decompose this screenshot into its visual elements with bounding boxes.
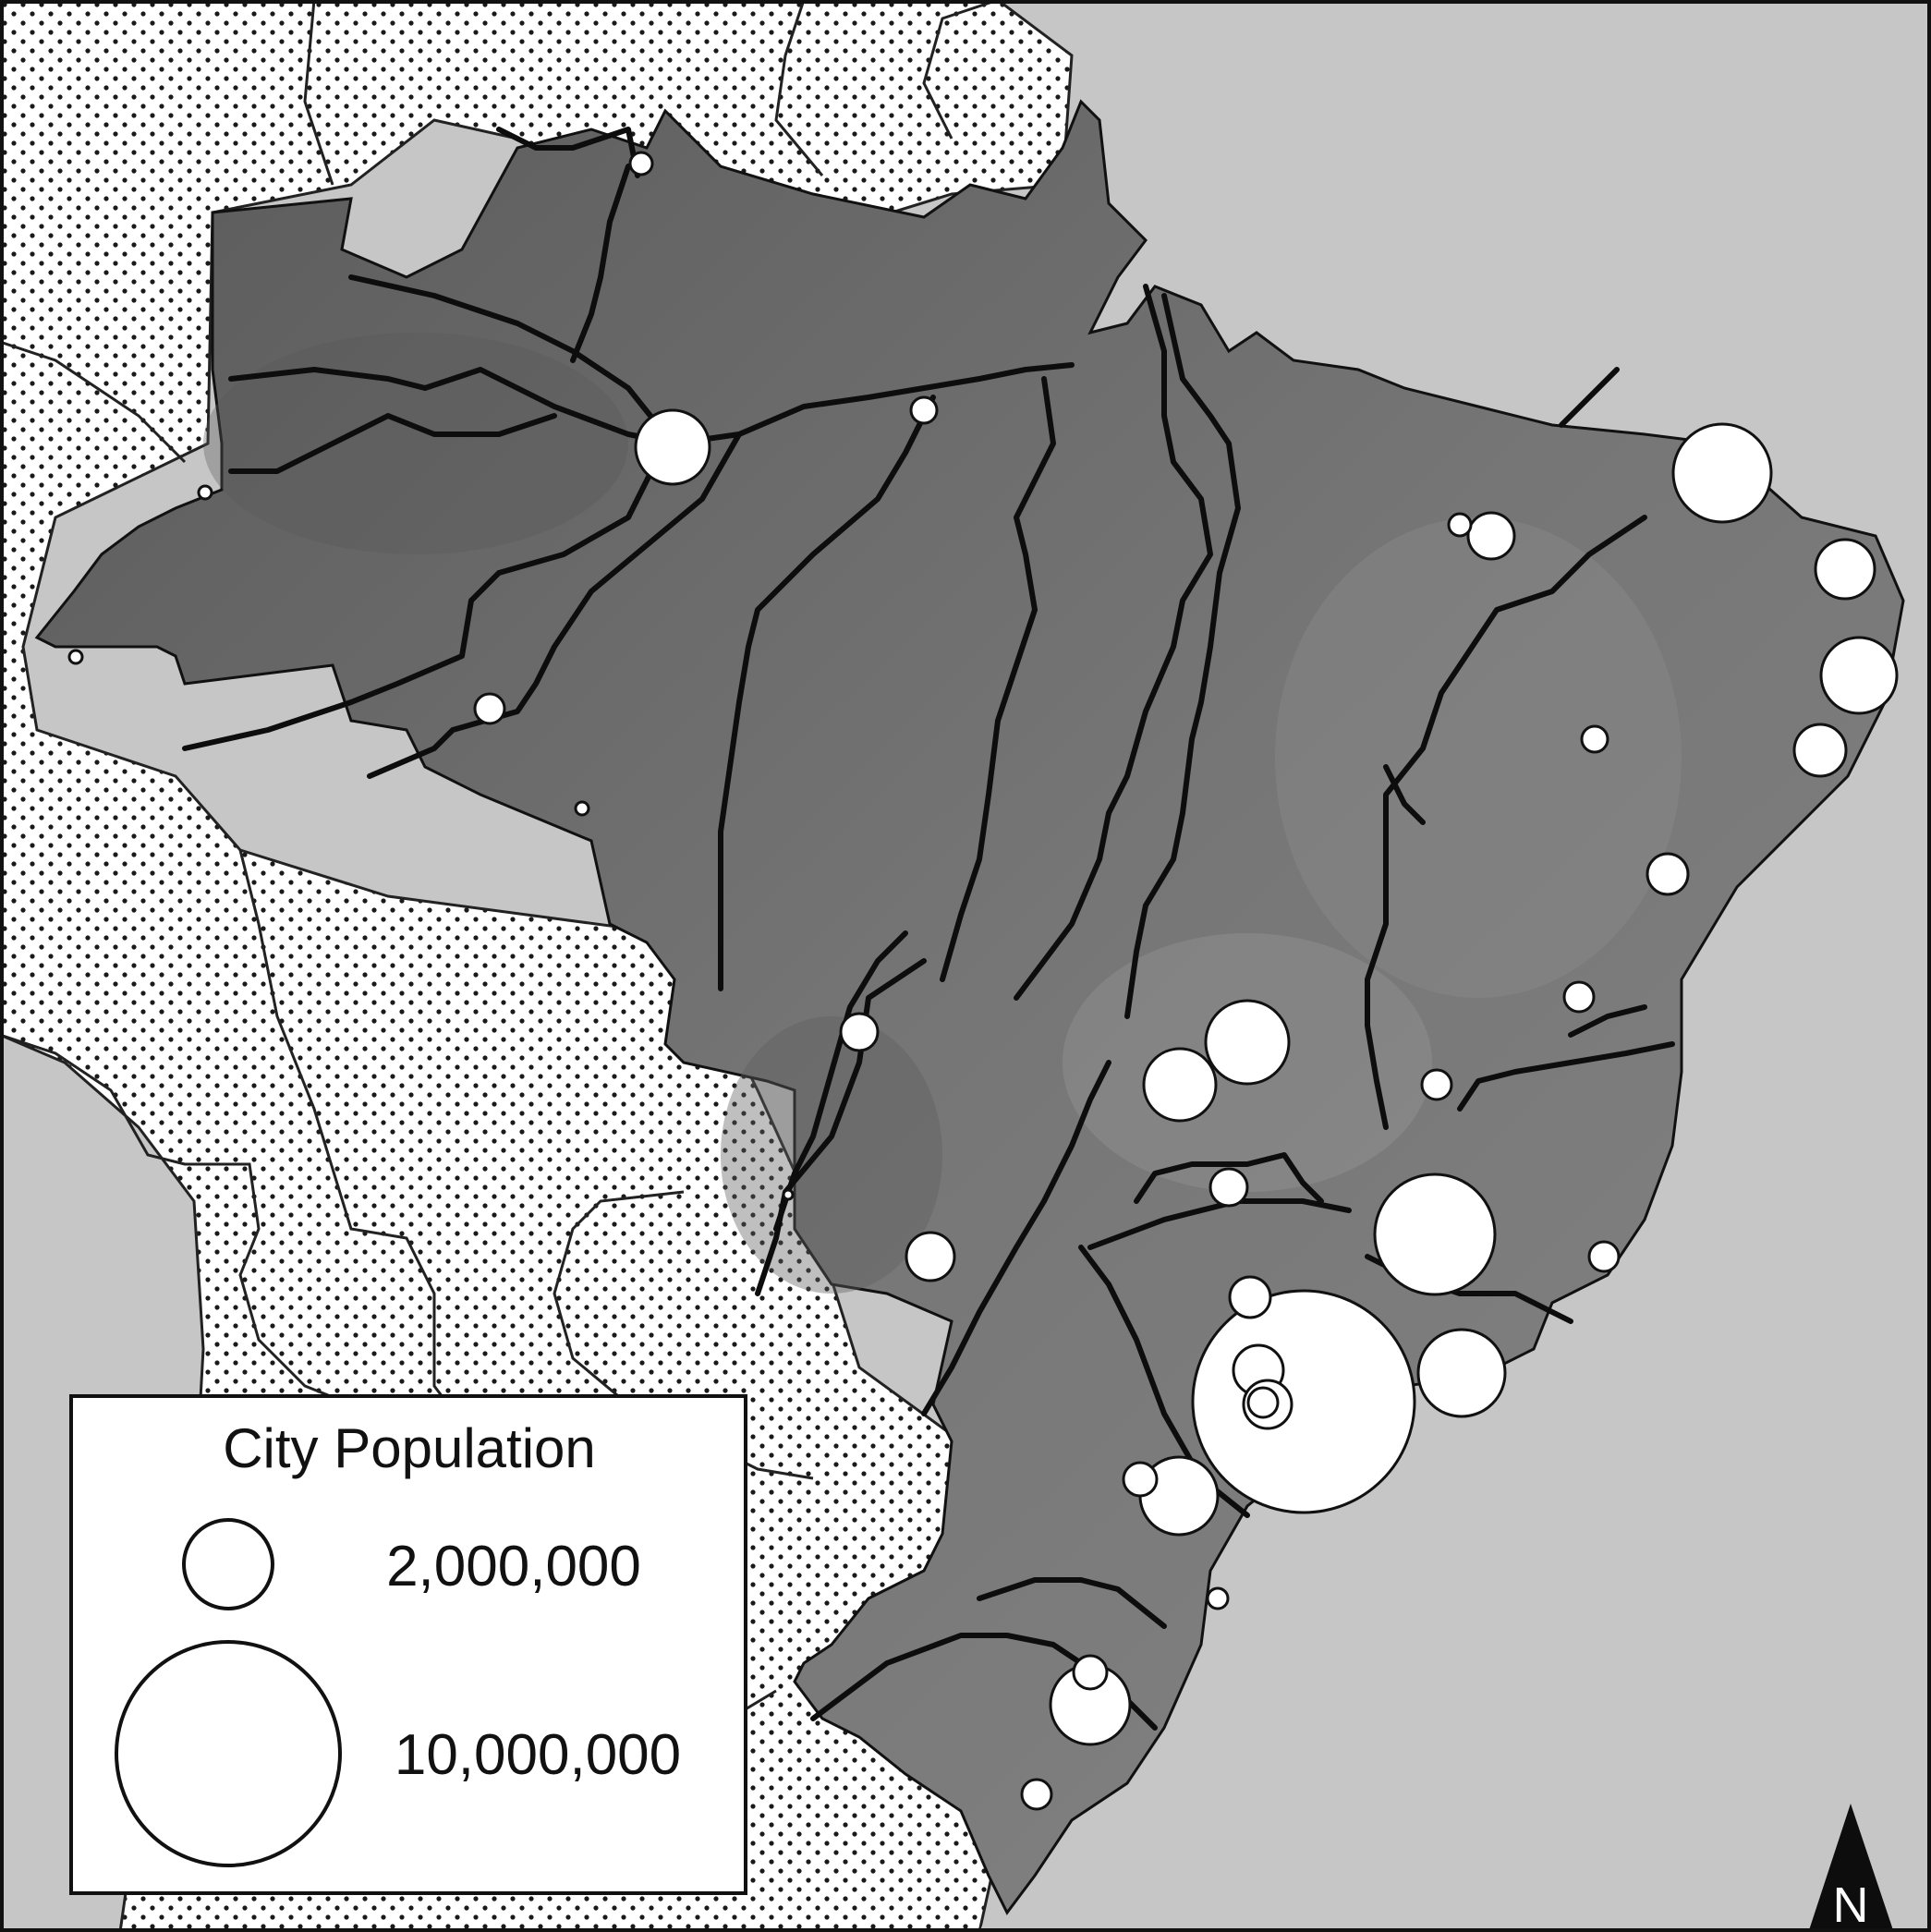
city-marker [628, 151, 654, 176]
relief-shade [203, 333, 628, 554]
legend-circle-small [182, 1518, 274, 1610]
city-marker [1204, 999, 1291, 1086]
city-marker [67, 649, 84, 665]
rio-negro [348, 274, 668, 437]
city-marker [1814, 538, 1876, 601]
madeira-upper [921, 1060, 1111, 1416]
city-marker [1072, 1654, 1109, 1691]
city-marker [1587, 1240, 1621, 1273]
city-marker [1562, 980, 1596, 1014]
legend-label-small: 2,000,000 [386, 1535, 641, 1598]
city-marker [1122, 1461, 1159, 1498]
city-marker [1191, 1289, 1416, 1514]
north-arrow-icon [1809, 1804, 1893, 1930]
city-marker [634, 408, 711, 486]
upper-rio-negro [496, 127, 640, 178]
city-marker [1792, 723, 1848, 778]
parnaiba-river [1559, 367, 1620, 428]
city-marker [1646, 852, 1690, 896]
araguaia-river [1014, 284, 1213, 1001]
sao-francisco-river [1365, 515, 1647, 1130]
city-marker [1420, 1068, 1453, 1101]
xingu-river [940, 376, 1056, 982]
city-marker [1580, 724, 1609, 754]
sao-francisco-upper [1383, 764, 1426, 825]
rio-branco [570, 164, 631, 363]
iguacu-river [977, 1577, 1167, 1629]
city-marker [1373, 1173, 1497, 1296]
brazil-land [34, 99, 1905, 1915]
city-marker [1819, 636, 1899, 715]
city-marker [1208, 1167, 1249, 1208]
city-marker [839, 1012, 880, 1052]
city-marker [1466, 511, 1516, 561]
legend-circle-large [115, 1640, 342, 1867]
cities [67, 151, 1899, 1811]
city-marker [473, 692, 506, 725]
relief-shade [1275, 517, 1682, 998]
north-letter: N [1833, 1877, 1869, 1932]
purus-river [182, 441, 668, 751]
jurua-river [228, 413, 557, 474]
grande-river [1134, 1152, 1324, 1204]
city-marker [905, 1231, 956, 1282]
legend-label-large: 10,000,000 [395, 1723, 681, 1787]
city-marker [1142, 1047, 1218, 1123]
doce-river [1457, 1041, 1675, 1112]
legend-title: City Population [223, 1417, 596, 1479]
city-marker [1246, 1386, 1280, 1419]
tocantins-river [1124, 293, 1241, 1019]
city-marker [197, 484, 213, 501]
city-marker [1228, 1275, 1272, 1319]
paraguay-river [755, 958, 927, 1296]
city-marker [1206, 1586, 1230, 1610]
city-marker [574, 800, 590, 817]
madeira-river [367, 431, 742, 779]
city-marker [909, 395, 939, 425]
tapajos-river [718, 395, 936, 991]
city-marker [1416, 1328, 1507, 1418]
north-arrow: N [1809, 1804, 1893, 1932]
city-marker [1447, 512, 1473, 538]
jequitinhonha-river [1568, 1004, 1647, 1038]
city-marker [782, 1188, 795, 1201]
legend: City Population 2,000,000 10,000,000 [69, 1394, 747, 1895]
city-marker [1671, 422, 1773, 524]
city-marker [1020, 1778, 1053, 1811]
